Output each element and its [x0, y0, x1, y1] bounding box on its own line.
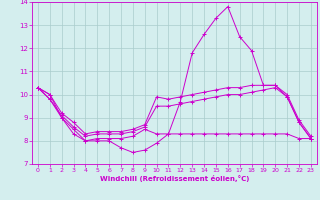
X-axis label: Windchill (Refroidissement éolien,°C): Windchill (Refroidissement éolien,°C) — [100, 175, 249, 182]
